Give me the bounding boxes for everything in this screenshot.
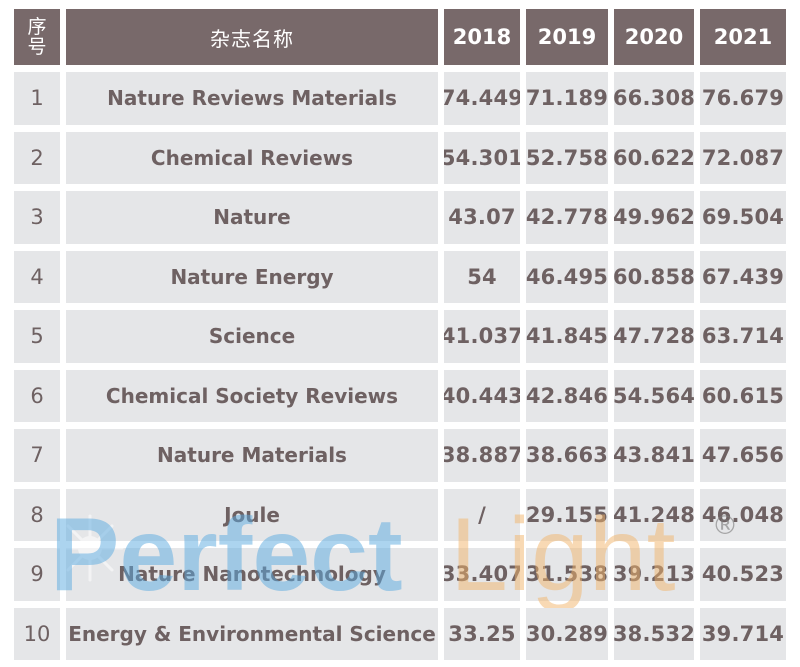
value-2019: 31.538	[526, 548, 608, 601]
row-index: 2	[14, 131, 60, 184]
value-2021: 47.656	[700, 429, 786, 482]
table-row: 8 Joule / 29.155 41.248 46.048	[14, 488, 786, 541]
header-year-2018: 2018	[444, 9, 520, 65]
value-2019: 29.155	[526, 488, 608, 541]
value-2018: 54	[444, 250, 520, 303]
value-2020: 60.858	[614, 250, 694, 303]
journal-name: Chemical Society Reviews	[66, 369, 438, 422]
row-index: 10	[14, 607, 60, 660]
table-header-row: 序 号 杂志名称 2018 2019 2020 2021	[14, 9, 786, 65]
value-2021: 69.504	[700, 191, 786, 244]
table-row: 1 Nature Reviews Materials 74.449 71.189…	[14, 72, 786, 125]
row-index: 5	[14, 310, 60, 363]
journal-name: Science	[66, 310, 438, 363]
value-2021: 39.714	[700, 607, 786, 660]
value-2021: 63.714	[700, 310, 786, 363]
value-2018: 33.25	[444, 607, 520, 660]
impact-factor-table: 序 号 杂志名称 2018 2019 2020 2021 1 Nature Re…	[14, 9, 786, 667]
value-2020: 43.841	[614, 429, 694, 482]
value-2019: 41.845	[526, 310, 608, 363]
value-2021: 72.087	[700, 131, 786, 184]
value-2019: 42.778	[526, 191, 608, 244]
value-2018: 43.07	[444, 191, 520, 244]
header-index-line1: 序	[27, 16, 47, 38]
value-2020: 54.564	[614, 369, 694, 422]
row-index: 7	[14, 429, 60, 482]
header-index-line2: 号	[27, 36, 47, 58]
header-year-2020: 2020	[614, 9, 694, 65]
value-2020: 60.622	[614, 131, 694, 184]
table-row: 2 Chemical Reviews 54.301 52.758 60.622 …	[14, 131, 786, 184]
value-2020: 39.213	[614, 548, 694, 601]
table-row: 4 Nature Energy 54 46.495 60.858 67.439	[14, 250, 786, 303]
value-2019: 42.846	[526, 369, 608, 422]
table-row: 6 Chemical Society Reviews 40.443 42.846…	[14, 369, 786, 422]
value-2018: 33.407	[444, 548, 520, 601]
value-2021: 40.523	[700, 548, 786, 601]
journal-name: Joule	[66, 488, 438, 541]
value-2019: 30.289	[526, 607, 608, 660]
value-2021: 67.439	[700, 250, 786, 303]
value-2021: 76.679	[700, 72, 786, 125]
journal-name: Nature Reviews Materials	[66, 72, 438, 125]
value-2020: 38.532	[614, 607, 694, 660]
row-index: 6	[14, 369, 60, 422]
value-2021: 46.048	[700, 488, 786, 541]
value-2018: 41.037	[444, 310, 520, 363]
value-2018: 38.887	[444, 429, 520, 482]
value-2019: 38.663	[526, 429, 608, 482]
journal-name: Energy & Environmental Science	[66, 607, 438, 660]
journal-name: Chemical Reviews	[66, 131, 438, 184]
journal-name: Nature Materials	[66, 429, 438, 482]
value-2019: 52.758	[526, 131, 608, 184]
value-2020: 66.308	[614, 72, 694, 125]
value-2021: 60.615	[700, 369, 786, 422]
header-journal-name: 杂志名称	[66, 9, 438, 65]
table-row: 3 Nature 43.07 42.778 49.962 69.504	[14, 191, 786, 244]
value-2018: 74.449	[444, 72, 520, 125]
table-row: 10 Energy & Environmental Science 33.25 …	[14, 607, 786, 660]
table-row: 7 Nature Materials 38.887 38.663 43.841 …	[14, 429, 786, 482]
row-index: 4	[14, 250, 60, 303]
row-index: 1	[14, 72, 60, 125]
journal-name: Nature Energy	[66, 250, 438, 303]
header-year-2021: 2021	[700, 9, 786, 65]
header-year-2019: 2019	[526, 9, 608, 65]
journal-name: Nature	[66, 191, 438, 244]
header-index: 序 号	[14, 9, 60, 65]
row-index: 3	[14, 191, 60, 244]
table-row: 5 Science 41.037 41.845 47.728 63.714	[14, 310, 786, 363]
value-2018: 40.443	[444, 369, 520, 422]
value-2019: 71.189	[526, 72, 608, 125]
value-2018: 54.301	[444, 131, 520, 184]
value-2019: 46.495	[526, 250, 608, 303]
table-row: 9 Nature Nanotechnology 33.407 31.538 39…	[14, 548, 786, 601]
row-index: 8	[14, 488, 60, 541]
value-2020: 47.728	[614, 310, 694, 363]
value-2020: 49.962	[614, 191, 694, 244]
journal-name: Nature Nanotechnology	[66, 548, 438, 601]
value-2018: /	[444, 488, 520, 541]
row-index: 9	[14, 548, 60, 601]
value-2020: 41.248	[614, 488, 694, 541]
